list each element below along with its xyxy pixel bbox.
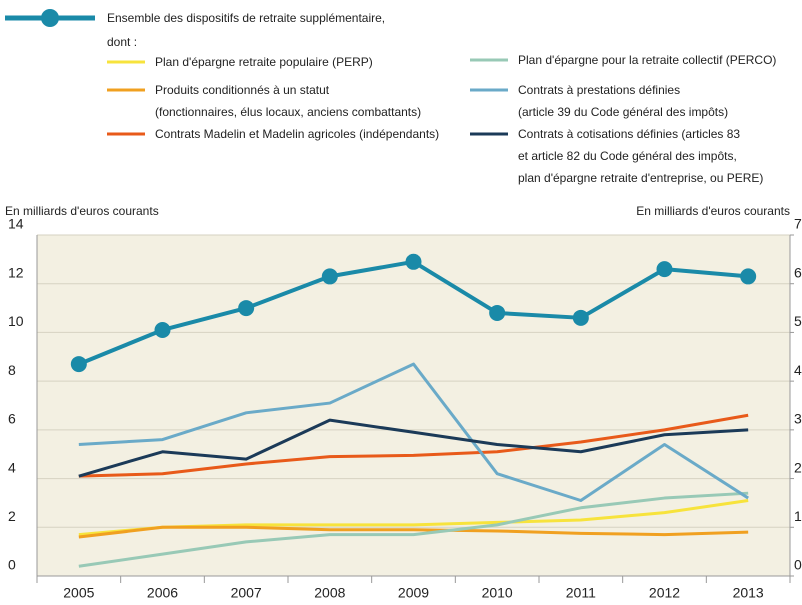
y-tick-label: 4 [8,459,16,475]
series-line [78,418,749,478]
point [321,268,338,285]
y2-tick-label: 4 [794,362,802,378]
y-tick-label: 8 [8,362,16,378]
legend-entry: Contrats Madelin et Madelin agricoles (i… [155,127,440,141]
y2-tick-label: 2 [794,459,802,475]
y-tick-label: 2 [8,508,16,524]
plot-background [37,235,790,576]
point [154,321,171,338]
y2-tick-label: 0 [794,557,802,573]
legend-swatch-point [41,9,59,27]
point [70,356,87,373]
y-tick-label: 14 [8,216,24,232]
x-tick-label: 2010 [482,585,513,601]
point [405,253,422,270]
y2-axis-label: En milliards d'euros courants [636,204,790,218]
series-line [78,525,749,539]
y-tick-label: 10 [8,313,24,329]
series-line [78,362,749,502]
y2-tick-label: 3 [794,411,802,427]
point [740,268,757,285]
y2-tick-label: 6 [794,264,802,280]
legend-entry: Ensemble des dispositifs de retraite sup… [107,11,386,25]
legend-entry: Plan d'épargne retraite populaire (PERP) [155,55,373,69]
legend-entry: Produits conditionnés à un statut (fonct… [155,83,422,119]
x-tick-label: 2009 [398,585,429,601]
y-axis-label: En milliards d'euros courants [5,204,159,218]
point [572,309,589,326]
point [489,304,506,321]
legend-entry: Contrats à prestations définies (article… [518,83,729,119]
x-tick-label: 2006 [147,585,178,601]
y2-tick-label: 7 [794,216,802,232]
x-tick-label: 2013 [733,585,764,601]
x-tick-label: 2011 [566,585,596,601]
x-tick-label: 2008 [314,585,345,601]
series-line [78,413,749,478]
y2-tick-label: 5 [794,313,802,329]
legend-note: dont : [107,35,138,49]
legend-entry: Contrats à cotisations définies (article… [518,127,764,185]
x-tick-label: 2012 [649,585,680,601]
y-tick-label: 0 [8,557,16,573]
x-tick-label: 2005 [63,585,94,601]
legend-entry: Plan d'épargne pour la retraite collecti… [518,53,777,67]
y-tick-label: 12 [8,264,24,280]
point [656,261,673,278]
series-line [78,491,749,568]
y-tick-label: 6 [8,411,16,427]
point [238,300,255,317]
x-tick-label: 2007 [231,585,262,601]
y2-tick-label: 1 [794,508,802,524]
